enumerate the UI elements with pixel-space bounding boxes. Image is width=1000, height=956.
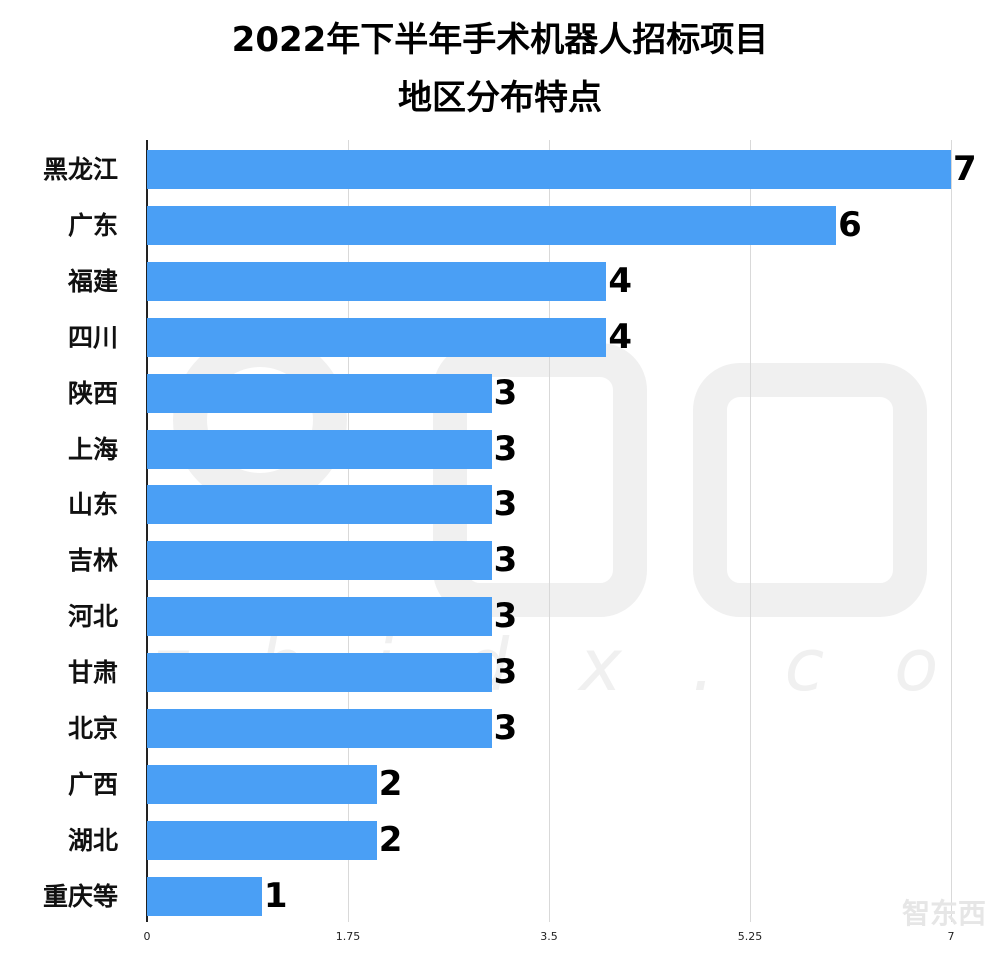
bar <box>147 653 492 693</box>
x-tick-label: 7 <box>947 930 955 943</box>
value-label: 3 <box>493 372 518 413</box>
value-label: 2 <box>378 763 403 804</box>
bar <box>147 597 492 637</box>
value-label: 7 <box>953 149 977 189</box>
value-label: 6 <box>838 204 862 245</box>
value-label: 2 <box>378 819 403 860</box>
gridline <box>348 140 349 922</box>
gridline <box>549 140 550 922</box>
bar <box>147 485 492 525</box>
bar <box>147 876 262 916</box>
x-tick-label: 1.75 <box>335 930 361 943</box>
bar <box>147 150 951 189</box>
category-label: 湖北 <box>67 825 118 855</box>
value-label: 4 <box>608 260 633 301</box>
category-label: 甘肃 <box>67 658 118 688</box>
value-label: 3 <box>493 428 518 469</box>
value-label: 4 <box>608 316 633 357</box>
category-label: 上海 <box>67 434 118 464</box>
value-label: 1 <box>263 875 288 916</box>
bar <box>147 373 492 413</box>
chart-title: 2022年下半年手术机器人招标项目 <box>231 20 769 60</box>
category-label: 广东 <box>67 210 118 240</box>
category-label: 河北 <box>67 602 118 632</box>
category-label: 广西 <box>67 769 118 799</box>
category-label: 四川 <box>67 322 118 352</box>
x-tick-label: 5.25 <box>737 930 763 943</box>
category-label: 山东 <box>67 490 118 520</box>
value-label: 3 <box>493 484 518 525</box>
category-label: 吉林 <box>67 546 118 576</box>
bar <box>147 764 377 804</box>
category-label: 黑龙江 <box>42 155 118 184</box>
category-label: 福建 <box>67 266 118 296</box>
bar <box>147 261 607 301</box>
bar <box>147 205 837 245</box>
gridline <box>750 140 751 922</box>
bar <box>147 429 492 469</box>
x-tick-label: 3.5 <box>540 930 558 943</box>
corner-logo: 智东西 <box>901 897 986 930</box>
value-label: 3 <box>493 540 518 581</box>
y-axis-line <box>146 140 148 922</box>
category-label: 重庆等 <box>42 881 118 911</box>
x-tick-label: 0 <box>143 930 151 943</box>
bar <box>147 317 607 357</box>
bar <box>147 820 377 860</box>
bar <box>147 541 492 581</box>
bar <box>147 709 492 748</box>
category-label: 北京 <box>67 714 118 743</box>
gridline <box>951 140 952 922</box>
category-label: 陕西 <box>67 378 118 408</box>
value-label: 3 <box>493 596 518 637</box>
value-label: 3 <box>493 708 518 748</box>
chart-subtitle: 地区分布特点 <box>398 78 602 118</box>
value-label: 3 <box>493 652 518 693</box>
